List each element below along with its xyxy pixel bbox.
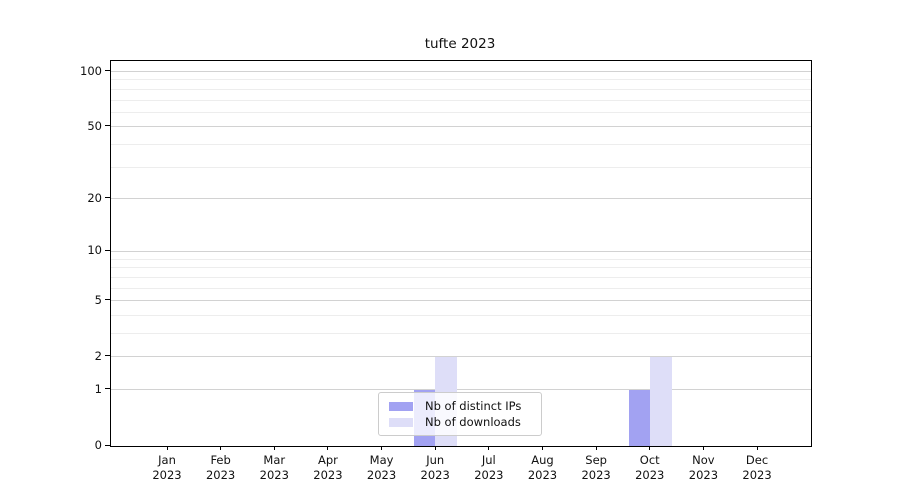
x-tick-label: Sep 2023 — [581, 453, 611, 482]
major-gridline — [111, 250, 811, 252]
minor-gridline — [111, 333, 811, 335]
x-tick — [649, 446, 651, 450]
y-tick-label: 50 — [87, 118, 102, 133]
minor-gridline — [111, 111, 811, 113]
x-tick — [327, 446, 329, 450]
minor-gridline — [111, 258, 811, 260]
y-tick-label: 5 — [94, 292, 102, 307]
y-tick — [105, 249, 110, 251]
x-tick-label: Jul 2023 — [474, 453, 504, 482]
legend-swatch — [389, 401, 413, 411]
y-tick — [105, 70, 110, 72]
minor-gridline — [111, 287, 811, 289]
x-tick — [381, 446, 383, 450]
x-tick-label: Dec 2023 — [742, 453, 772, 482]
legend-row: Nb of distinct IPs — [389, 398, 533, 414]
minor-gridline — [111, 99, 811, 101]
x-tick — [595, 446, 597, 450]
major-gridline — [111, 389, 811, 391]
bar-distinct-ips — [628, 389, 650, 446]
major-gridline — [111, 126, 811, 128]
x-tick-label: Feb 2023 — [205, 453, 236, 482]
x-tick-label: Jan 2023 — [152, 453, 182, 482]
y-tick — [105, 355, 110, 357]
x-tick-label: Oct 2023 — [635, 453, 665, 482]
x-tick — [702, 446, 704, 450]
y-tick-label: 20 — [87, 190, 102, 205]
y-tick — [105, 197, 110, 199]
x-tick — [541, 446, 543, 450]
x-tick-label: Aug 2023 — [527, 453, 558, 482]
x-tick — [220, 446, 222, 450]
chart-title: tufte 2023 — [424, 36, 496, 52]
y-tick — [105, 299, 110, 301]
major-gridline — [111, 198, 811, 200]
minor-gridline — [111, 79, 811, 81]
minor-gridline — [111, 314, 811, 316]
y-tick — [105, 125, 110, 127]
x-tick-label: Mar 2023 — [259, 453, 289, 482]
y-tick-label: 0 — [94, 438, 102, 452]
major-gridline — [111, 356, 811, 358]
minor-gridline — [111, 166, 811, 168]
x-tick-label: Jun 2023 — [420, 453, 450, 482]
y-tick-label: 1 — [94, 381, 102, 396]
legend-swatch — [389, 417, 413, 427]
x-tick — [166, 446, 168, 450]
x-tick-label: Nov 2023 — [688, 453, 719, 482]
x-tick — [756, 446, 758, 450]
x-tick — [488, 446, 490, 450]
x-tick-label: May 2023 — [366, 453, 397, 482]
minor-gridline — [111, 88, 811, 90]
legend-label: Nb of downloads — [425, 414, 521, 429]
y-tick-label: 100 — [80, 63, 102, 78]
legend-label: Nb of distinct IPs — [425, 398, 522, 413]
x-tick — [434, 446, 436, 450]
y-tick — [105, 388, 110, 390]
x-tick-label: Apr 2023 — [313, 453, 343, 482]
minor-gridline — [111, 276, 811, 278]
y-tick-label: 2 — [94, 348, 102, 363]
major-gridline — [111, 300, 811, 302]
plot-area — [110, 60, 812, 447]
minor-gridline — [111, 144, 811, 146]
minor-gridline — [111, 267, 811, 269]
legend-row: Nb of downloads — [389, 414, 533, 430]
bar-downloads — [649, 356, 672, 446]
legend: Nb of distinct IPs Nb of downloads — [378, 392, 542, 436]
x-tick — [273, 446, 275, 450]
major-gridline — [111, 71, 811, 73]
y-tick — [105, 444, 110, 446]
y-tick-label: 10 — [87, 243, 102, 258]
